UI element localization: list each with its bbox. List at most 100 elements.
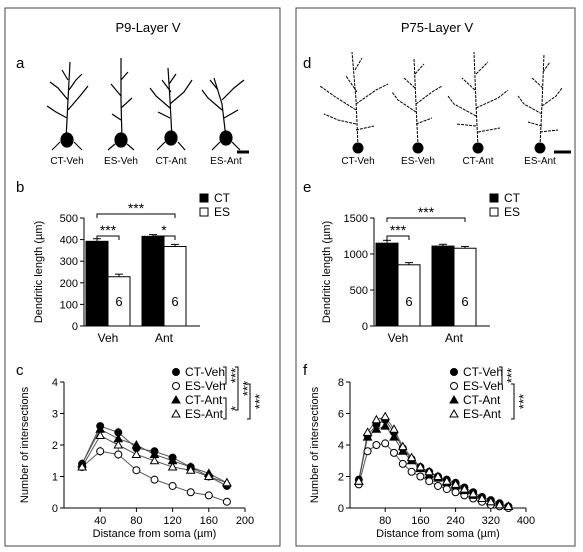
x-category-label: Ant [445, 331, 464, 345]
left-panel-frame [4, 7, 281, 547]
y-axis-label: Number of intersections [19, 386, 31, 503]
data-point-es-ant [459, 484, 470, 493]
neuron-es-veh-p75 [391, 57, 443, 154]
data-point-es-ant [415, 462, 426, 471]
bar-ct [431, 245, 455, 327]
significance-stars: *** [100, 222, 117, 238]
legend-label-ct: CT [214, 191, 231, 205]
significance-bracket [235, 366, 239, 411]
neuron-label-es-veh-p75: ES-Veh [401, 156, 435, 167]
y-tick-label: 3 [52, 409, 58, 421]
y-tick-label: 1500 [344, 213, 368, 225]
data-point-es-veh [407, 467, 416, 476]
bar-es [453, 247, 477, 327]
data-point-es-veh [150, 475, 159, 484]
neuron-label-es-ant-p9: ES-Ant [210, 156, 242, 167]
data-point-es-ant [503, 501, 514, 510]
data-point-es-ant [131, 449, 142, 458]
data-point-es-veh [168, 481, 177, 490]
data-point-es-ant [485, 496, 496, 506]
significance-stars: *** [240, 381, 255, 396]
legend-marker-es-ant [171, 408, 181, 418]
data-point-es-ant [149, 455, 160, 465]
data-point-ct-ant [389, 432, 399, 441]
y-tick-label: 400 [60, 235, 78, 247]
data-point-ct-ant [131, 439, 142, 449]
data-point-es-veh [442, 485, 451, 494]
x-tick-label: 160 [200, 515, 218, 527]
sample-size-label: 6 [439, 294, 446, 309]
legend-label-es-veh: ES-Veh [185, 379, 226, 393]
y-tick-label: 6 [338, 409, 344, 421]
y-tick-label: 4 [52, 377, 58, 389]
y-tick-label: 2 [52, 440, 58, 452]
data-point-es-ant [468, 488, 479, 498]
bar-ct [141, 235, 165, 327]
y-tick-label: 0 [52, 503, 58, 515]
significance-bracket [223, 397, 227, 420]
significance-bracket [96, 235, 120, 240]
sample-size-label: 6 [405, 294, 412, 309]
data-point-es-veh [96, 447, 105, 456]
legend-label-es-ant: ES-Ant [463, 407, 502, 421]
data-point-es-ant [203, 471, 214, 480]
y-tick-label: 4 [338, 440, 344, 452]
y-axis-label: Dendritic length (µm) [33, 221, 45, 323]
data-point-es-ant [371, 414, 382, 424]
data-point-es-veh [222, 497, 231, 506]
legend-label-ct-ant: CT-Ant [463, 393, 501, 407]
series-line-es-ant [358, 416, 509, 507]
legend-marker-ct-ant [449, 394, 459, 404]
legend-label-es-ant: ES-Ant [185, 407, 224, 421]
neuron-label-es-veh-p9: ES-Veh [104, 156, 138, 167]
significance-stars: *** [252, 394, 267, 409]
data-point-es-ant [380, 411, 391, 421]
y-axis-label: Number of intersections [309, 386, 321, 503]
legend-marker-ct-veh [450, 368, 458, 376]
data-point-es-ant [185, 465, 196, 474]
neuron-label-ct-veh-p9: CT-Veh [50, 156, 83, 167]
data-point-ct-ant [397, 446, 408, 455]
significance-bracket [247, 383, 251, 420]
legend-swatch-es [489, 207, 499, 217]
x-tick-label: 240 [446, 515, 464, 527]
legend-label-es: ES [504, 205, 520, 219]
data-point-es-ant [450, 479, 461, 488]
neuron-tracings-p9 [46, 58, 249, 154]
legend-marker-ct-ant [171, 394, 181, 404]
y-tick-label: 200 [60, 278, 78, 290]
significance-bracket [386, 217, 466, 222]
significance-bracket [511, 383, 515, 420]
x-tick-label: 400 [517, 515, 535, 527]
legend-swatch-ct [199, 193, 209, 203]
panel-letter-b: b [16, 179, 24, 196]
y-tick-label: 2 [338, 472, 344, 484]
data-point-es-ant [353, 476, 364, 485]
neuron-ct-veh-p9 [46, 61, 89, 151]
legend-label-ct-ant: CT-Ant [185, 393, 223, 407]
sample-size-label: 6 [93, 294, 100, 309]
data-point-es-veh [398, 459, 407, 468]
data-point-es-ant [494, 499, 505, 509]
x-category-label: Veh [388, 331, 409, 345]
chart-b-dendritic-length-p9: 0 100 200 300 400 500 Dendritic length (µm) Veh… [33, 191, 231, 345]
data-point-es-ant [113, 439, 124, 449]
data-point-es-ant [441, 476, 452, 485]
chart-c-sholl-p9: 0 1 2 3 4 40 80 120 160 200 Distance from soma (µm… [19, 365, 267, 540]
sample-size-label: 6 [149, 294, 156, 309]
data-point-es-ant [477, 493, 487, 503]
chart-f-sholl-p75: 0 2 4 6 8 80 160 240 320 400 Distance from soma (µ… [309, 365, 535, 540]
sample-size-label: 6 [115, 294, 122, 309]
x-category-label: Ant [155, 331, 174, 345]
y-axis-label: Dendritic length (µm) [321, 221, 333, 323]
significance-bracket [96, 213, 176, 218]
legend-label-es-veh: ES-Veh [463, 379, 504, 393]
legend-label-ct: CT [504, 191, 521, 205]
x-tick-label: 200 [236, 515, 254, 527]
data-point-ct-ant [380, 421, 391, 430]
bar-ct [85, 240, 109, 327]
y-tick-label: 0 [362, 321, 368, 333]
neuron-label-es-ant-p75: ES-Ant [524, 156, 556, 167]
neuron-tracings-p75 [319, 51, 563, 154]
